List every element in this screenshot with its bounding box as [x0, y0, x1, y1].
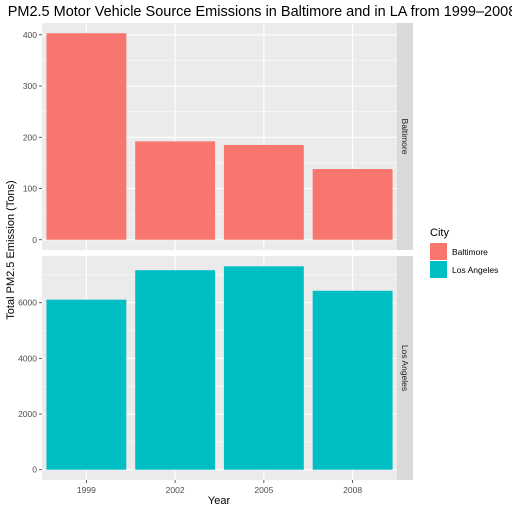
bar — [223, 144, 304, 240]
legend-title: City — [430, 227, 449, 239]
legend-swatch — [430, 261, 447, 278]
x-axis-title: Year — [208, 495, 231, 507]
legend-label: Baltimore — [452, 247, 488, 257]
x-tick-label: 1999 — [77, 485, 96, 495]
panel-los-angeles: 0 2000 4000 6000 Los Angeles — [18, 256, 413, 480]
facet-strip-label: Los Angeles — [400, 345, 410, 391]
y-tick-label: 100 — [23, 184, 37, 194]
bar — [135, 141, 216, 240]
panel-baltimore: 0 100 200 300 400 Baltimore — [23, 23, 413, 250]
y-tick-label: 0 — [32, 465, 37, 475]
x-tick-label: 2005 — [254, 485, 273, 495]
bar — [135, 270, 216, 470]
x-axis: 1999 2002 2005 2008 — [77, 480, 362, 495]
x-tick-label: 2008 — [343, 485, 362, 495]
x-tick-label: 2002 — [166, 485, 185, 495]
chart-title: PM2.5 Motor Vehicle Source Emissions in … — [8, 4, 512, 20]
y-tick-label: 4000 — [18, 353, 37, 363]
y-tick-label: 400 — [23, 30, 37, 40]
y-tick-label: 0 — [32, 235, 37, 245]
bar — [312, 290, 393, 470]
bar — [223, 266, 304, 470]
y-tick-label: 200 — [23, 132, 37, 142]
bar — [46, 33, 127, 240]
y-tick-label: 2000 — [18, 409, 37, 419]
bar — [312, 169, 393, 240]
facet-strip — [397, 256, 413, 480]
facet-strip — [397, 23, 413, 250]
y-tick-label: 300 — [23, 81, 37, 91]
legend-label: Los Angeles — [452, 265, 498, 275]
facet-strip-label: Baltimore — [400, 119, 410, 155]
y-tick-label: 6000 — [18, 298, 37, 308]
legend-swatch — [430, 243, 447, 260]
legend: City Baltimore Los Angeles — [430, 227, 498, 278]
y-axis-title: Total PM2.5 Emission (Tons) — [5, 180, 17, 319]
bar — [46, 299, 127, 470]
